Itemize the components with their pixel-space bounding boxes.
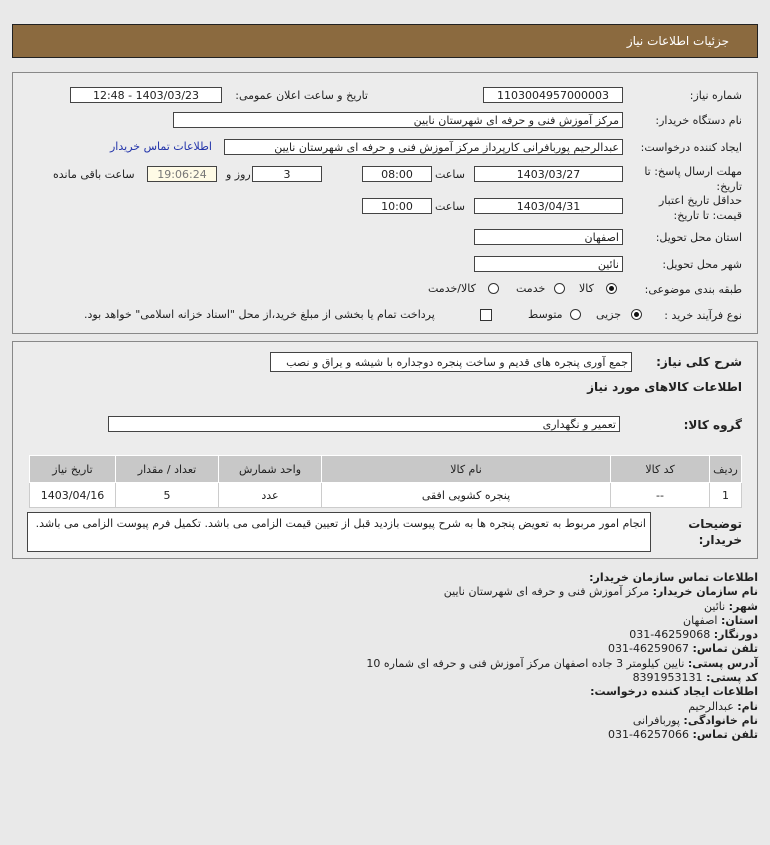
- cell-date: 1403/04/16: [29, 482, 116, 508]
- category-label: طبقه بندی موضوعی:: [644, 283, 742, 296]
- deadline-date-field[interactable]: 1403/03/27: [474, 166, 623, 182]
- cell-quantity: 5: [115, 482, 219, 508]
- deadline-time-field[interactable]: 08:00: [362, 166, 432, 182]
- col-row: ردیف: [709, 455, 742, 483]
- address-value: نایین کیلومتر 3 جاده اصفهان مرکز آموزش ف…: [366, 656, 685, 670]
- creator-heading: اطلاعات ایجاد کننده درخواست:: [590, 685, 758, 699]
- validity-date-field[interactable]: 1403/04/31: [474, 198, 623, 214]
- announce-field[interactable]: 1403/03/23 - 12:48: [70, 87, 222, 103]
- table-row: 1 -- پنجره کشویی افقی عدد 5 1403/04/16: [29, 482, 742, 508]
- page-header: جزئیات اطلاعات نیاز: [12, 24, 758, 58]
- category-service-label: خدمت: [516, 282, 546, 295]
- notes-field: انجام امور مربوط به تعویض پنجره ها به شر…: [27, 512, 651, 552]
- province-field[interactable]: اصفهان: [474, 229, 623, 245]
- buyer-label: نام دستگاه خریدار:: [655, 114, 742, 127]
- summary-label: شرح کلی نیاز:: [656, 355, 742, 369]
- treasury-payment-checkbox[interactable]: [480, 309, 492, 321]
- buyer-contact-link[interactable]: اطلاعات تماس خریدار: [110, 140, 212, 153]
- group-field[interactable]: تعمیر و نگهداری: [108, 416, 620, 432]
- category-radio-service[interactable]: [554, 283, 565, 294]
- creator-phone-value: 46257066-031: [608, 728, 690, 742]
- city-label: شهر محل تحویل:: [662, 258, 742, 271]
- contact-heading: اطلاعات تماس سازمان خریدار:: [589, 571, 758, 584]
- goods-heading: اطلاعات کالاهای مورد نیاز: [587, 380, 742, 394]
- city-value: نائین: [704, 599, 726, 613]
- family-label: نام خانوادگی:: [683, 713, 758, 727]
- cell-unit: عدد: [218, 482, 322, 508]
- treasury-payment-label: پرداخت تمام یا بخشی از مبلغ خرید،از محل …: [84, 308, 435, 321]
- remaining-time-field: 19:06:24: [147, 166, 217, 182]
- category-radio-goods[interactable]: [606, 283, 617, 294]
- fax-value: 46259068-031: [629, 628, 711, 642]
- days-field[interactable]: 3: [252, 166, 322, 182]
- cell-name: پنجره کشویی افقی: [321, 482, 611, 508]
- process-label: نوع فرآیند خرید :: [664, 309, 742, 322]
- city-label: شهر:: [728, 599, 758, 613]
- table-header-row: ردیف کد کالا نام کالا واحد شمارش تعداد /…: [29, 455, 742, 483]
- cell-row: 1: [709, 482, 742, 508]
- col-quantity: تعداد / مقدار: [115, 455, 219, 483]
- province-label: استان محل تحویل:: [655, 231, 742, 244]
- col-date: تاریخ نیاز: [29, 455, 116, 483]
- page-title: جزئیات اطلاعات نیاز: [626, 34, 729, 48]
- postal-label: کد پستی:: [706, 671, 758, 685]
- address-label: آدرس پستی:: [687, 656, 758, 670]
- group-label: گروه کالا:: [683, 418, 742, 432]
- need-number-field[interactable]: 1103004957000003: [483, 87, 623, 103]
- creator-field[interactable]: عبدالرحیم پوربافرانی کارپرداز مرکز آموزش…: [224, 139, 623, 155]
- category-goods-label: کالا: [579, 282, 594, 295]
- goods-table: ردیف کد کالا نام کالا واحد شمارش تعداد /…: [29, 455, 742, 508]
- validity-time-field[interactable]: 10:00: [362, 198, 432, 214]
- phone-value: 46259067-031: [608, 642, 690, 656]
- col-code: کد کالا: [610, 455, 710, 483]
- postal-value: 8391953131: [632, 671, 703, 685]
- buyer-field[interactable]: مرکز آموزش فنی و حرفه ای شهرستان نایین: [173, 112, 623, 128]
- phone-label: تلفن تماس:: [692, 642, 758, 656]
- remaining-label: ساعت باقی مانده: [53, 168, 135, 181]
- process-radio-minor[interactable]: [631, 309, 642, 320]
- name-label: نام:: [737, 699, 758, 713]
- province-label: استان:: [721, 613, 758, 627]
- category-radio-both[interactable]: [488, 283, 499, 294]
- validity-time-label: ساعت: [435, 200, 465, 213]
- col-name: نام کالا: [321, 455, 611, 483]
- province-value: اصفهان: [683, 613, 718, 627]
- family-value: پوربافرانی: [632, 713, 680, 727]
- validity-label: حداقل تاریخ اعتبار قیمت: تا تاریخ:: [658, 194, 742, 222]
- cell-code: --: [610, 482, 710, 508]
- notes-label: توضیحات خریدار:: [688, 517, 742, 547]
- org-label: نام سازمان خریدار:: [652, 585, 758, 599]
- announce-label: تاریخ و ساعت اعلان عمومی:: [235, 89, 368, 102]
- days-label: روز و: [226, 168, 251, 181]
- city-field[interactable]: نائین: [474, 256, 623, 272]
- col-unit: واحد شمارش: [218, 455, 322, 483]
- deadline-label: مهلت ارسال پاسخ: تا تاریخ:: [644, 165, 742, 193]
- process-medium-label: متوسط: [528, 308, 563, 321]
- category-both-label: کالا/خدمت: [428, 282, 476, 295]
- creator-label: ایجاد کننده درخواست:: [640, 141, 742, 154]
- need-number-label: شماره نیاز:: [689, 89, 742, 102]
- fax-label: دورنگار:: [713, 628, 758, 642]
- process-minor-label: جزیی: [596, 308, 622, 321]
- buyer-contact-info: اطلاعات تماس سازمان خریدار: نام سازمان خ…: [366, 571, 758, 743]
- creator-phone-label: تلفن تماس:: [692, 728, 758, 742]
- process-radio-medium[interactable]: [570, 309, 581, 320]
- summary-field[interactable]: جمع آوری پنجره های قدیم و ساخت پنجره دوج…: [270, 352, 632, 372]
- org-value: مرکز آموزش فنی و حرفه ای شهرستان نایین: [443, 585, 650, 599]
- name-value: عبدالرحیم: [688, 699, 734, 713]
- deadline-time-label: ساعت: [435, 168, 465, 181]
